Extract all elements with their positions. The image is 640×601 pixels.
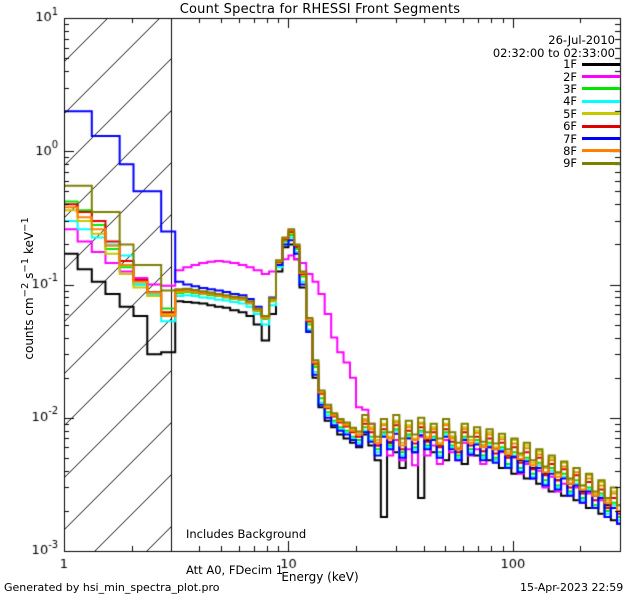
legend-item-2f: 2F (520, 69, 620, 84)
x-axis-label: Energy (keV) (281, 570, 359, 584)
legend-color-swatch (582, 75, 620, 79)
legend: 1F 2F 3F 4F 5F 6F 7F 8F 9F (520, 58, 620, 170)
legend-color-swatch (582, 149, 620, 153)
legend-item-3f: 3F (520, 83, 620, 95)
footer-timestamp: 15-Apr-2023 22:59 (520, 581, 624, 594)
legend-label: 7F (563, 131, 577, 146)
legend-color-swatch (582, 112, 620, 116)
legend-item-4f: 4F (520, 95, 620, 107)
annotation-line-1: Includes Background (186, 527, 307, 541)
legend-item-9f: 9F (520, 157, 620, 169)
y-axis-label: counts cm−2 s−1 keV−1 (20, 217, 36, 360)
legend-color-swatch (582, 124, 620, 128)
legend-label: 9F (563, 156, 577, 171)
legend-color-swatch (582, 99, 620, 103)
legend-label: 1F (563, 57, 577, 72)
legend-label: 3F (563, 81, 577, 96)
legend-color-swatch (582, 87, 620, 91)
legend-item-8f: 8F (520, 145, 620, 157)
footer-generator: Generated by hsi_min_spectra_plot.pro (4, 581, 220, 594)
legend-color-swatch (582, 137, 620, 141)
legend-label: 4F (563, 94, 577, 109)
legend-label: 5F (563, 106, 577, 121)
legend-item-6f: 6F (520, 120, 620, 132)
annotation-line-2: Att A0, FDecim 1 (186, 563, 284, 577)
page-title: Count Spectra for RHESSI Front Segments (179, 2, 461, 17)
time-range: 02:32:00 to 02:33:00 (492, 46, 615, 60)
legend-label: 2F (563, 69, 577, 84)
legend-item-1f: 1F (520, 58, 620, 70)
legend-color-swatch (582, 62, 620, 66)
legend-label: 6F (563, 119, 577, 134)
legend-item-7f: 7F (520, 131, 620, 146)
date-stamp: 26-Jul-2010 (548, 33, 615, 47)
legend-color-swatch (582, 161, 620, 165)
legend-label: 8F (563, 143, 577, 158)
plot-annotation: Includes Background Att A0, FDecim 1 (186, 504, 306, 600)
legend-item-5f: 5F (520, 108, 620, 120)
